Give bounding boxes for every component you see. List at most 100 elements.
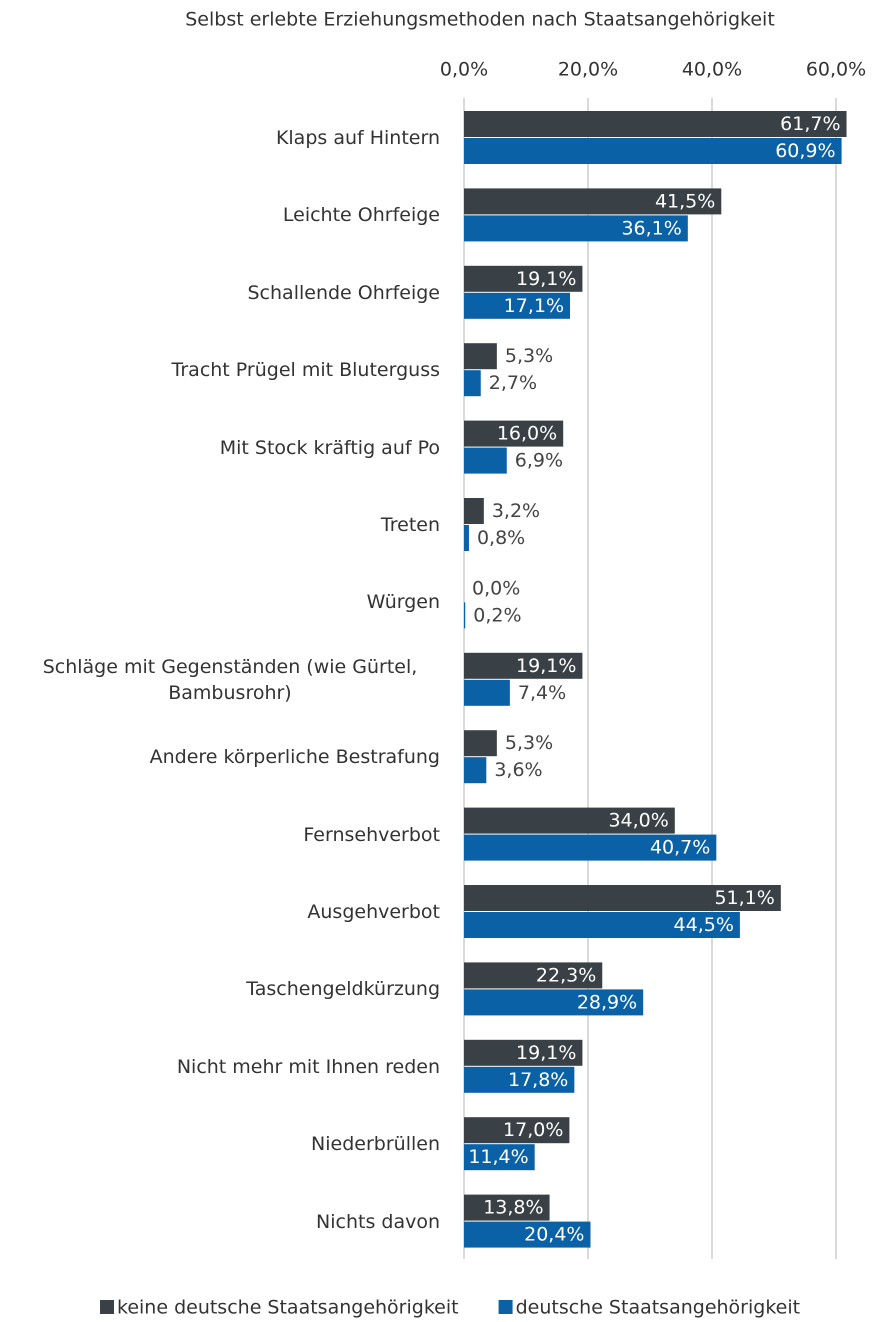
bar [464, 138, 842, 164]
category-text: Ausgehverbot [307, 901, 440, 923]
bar [464, 1194, 550, 1221]
category-label: Würgen [0, 589, 440, 615]
bar [464, 111, 847, 137]
bar [464, 447, 507, 474]
category-text: Schläge mit Gegenständen (wie Gürtel, Ba… [42, 655, 418, 704]
category-label: Ausgehverbot [0, 899, 440, 925]
category-text: Leichte Ohrfeige [282, 204, 440, 227]
value-label: 7,4% [518, 682, 566, 704]
bar [464, 525, 469, 551]
x-tick-label: 60,0% [806, 59, 866, 81]
bar [464, 652, 583, 679]
legend-label: deutsche Staatsangehörigkeit [516, 1297, 801, 1319]
value-label: 3,2% [492, 500, 540, 522]
value-label: 19,1% [516, 655, 576, 677]
bar [464, 1117, 570, 1144]
value-label: 0,2% [473, 604, 521, 626]
category-text: Taschengeldkürzung [246, 978, 440, 1001]
value-label: 34,0% [608, 810, 668, 832]
value-label: 5,3% [505, 732, 553, 754]
value-label: 3,6% [494, 759, 542, 781]
bar [464, 602, 466, 629]
category-label: Schläge mit Gegenständen (wie Gürtel, Ba… [0, 654, 440, 706]
value-label: 61,7% [780, 113, 840, 135]
bar [464, 962, 603, 989]
bar [464, 292, 571, 319]
bar [464, 989, 644, 1016]
category-label: Taschengeldkürzung [0, 976, 440, 1002]
category-text: Tracht Prügel mit Bluterguss [171, 359, 440, 382]
bar [464, 1221, 591, 1248]
value-label: 20,4% [524, 1224, 584, 1246]
category-label: Nicht mehr mit Ihnen reden [0, 1054, 440, 1080]
legend-swatch [100, 1300, 114, 1314]
value-label: 0,0% [472, 577, 520, 599]
legend-label: keine deutsche Staatsangehörigkeit [117, 1297, 459, 1319]
category-text: Fernsehverbot [303, 823, 440, 846]
value-label: 0,8% [477, 527, 525, 549]
bar [464, 1144, 535, 1171]
category-label: Mit Stock kräftig auf Po [0, 435, 440, 461]
category-text: Niederbrüllen [311, 1133, 440, 1156]
value-label: 13,8% [483, 1197, 543, 1219]
bar [464, 343, 497, 370]
value-label: 17,1% [504, 295, 564, 317]
category-label: Treten [0, 512, 440, 538]
value-label: 40,7% [650, 837, 710, 859]
category-text: Andere körperliche Bestrafung [149, 746, 440, 769]
value-label: 16,0% [497, 423, 557, 445]
legend-swatch [498, 1300, 513, 1314]
value-label: 17,8% [508, 1069, 568, 1091]
value-label: 60,9% [775, 140, 835, 162]
chart-title: Selbst erlebte Erziehungsmethoden nach S… [185, 9, 775, 31]
category-text: Nicht mehr mit Ihnen reden [176, 1055, 440, 1078]
category-label: Andere körperliche Bestrafung [0, 744, 440, 770]
value-label: 5,3% [505, 345, 553, 367]
category-label: Tracht Prügel mit Bluterguss [0, 357, 440, 383]
value-label: 22,3% [536, 964, 596, 986]
bar [464, 215, 688, 242]
bar [464, 757, 487, 784]
value-label: 19,1% [516, 268, 576, 290]
bar [464, 679, 510, 706]
value-label: 44,5% [674, 914, 734, 936]
value-label: 2,7% [489, 372, 537, 394]
bar [464, 834, 717, 861]
value-label: 28,9% [577, 991, 637, 1013]
category-label: Klaps auf Hintern [0, 125, 440, 151]
bar [464, 498, 484, 524]
value-label: 41,5% [655, 190, 715, 212]
bar [464, 912, 740, 938]
category-label: Niederbrüllen [0, 1131, 440, 1157]
x-tick-label: 0,0% [440, 59, 488, 81]
x-tick-label: 40,0% [682, 59, 742, 81]
bar [464, 807, 675, 834]
category-label: Nichts davon [0, 1209, 440, 1235]
category-label: Leichte Ohrfeige [0, 202, 440, 228]
category-text: Würgen [366, 591, 440, 614]
bar [464, 370, 481, 397]
category-text: Mit Stock kräftig auf Po [219, 436, 440, 459]
bar [464, 1066, 575, 1093]
category-text: Klaps auf Hintern [275, 127, 440, 149]
category-text: Treten [380, 514, 440, 536]
bar [464, 885, 781, 911]
value-label: 6,9% [515, 450, 563, 472]
category-text: Schallende Ohrfeige [247, 281, 441, 304]
value-label: 11,4% [468, 1146, 528, 1168]
bar [464, 265, 583, 292]
bar [464, 188, 722, 215]
category-text: Nichts davon [316, 1210, 440, 1233]
value-label: 19,1% [516, 1042, 576, 1064]
bar [464, 1039, 583, 1066]
category-label: Schallende Ohrfeige [0, 280, 441, 306]
category-label: Fernsehverbot [0, 822, 440, 848]
bar [464, 730, 497, 757]
bar [464, 420, 564, 447]
value-label: 17,0% [503, 1119, 563, 1141]
value-label: 36,1% [621, 217, 681, 239]
x-tick-label: 20,0% [558, 59, 618, 81]
value-label: 51,1% [714, 887, 774, 909]
